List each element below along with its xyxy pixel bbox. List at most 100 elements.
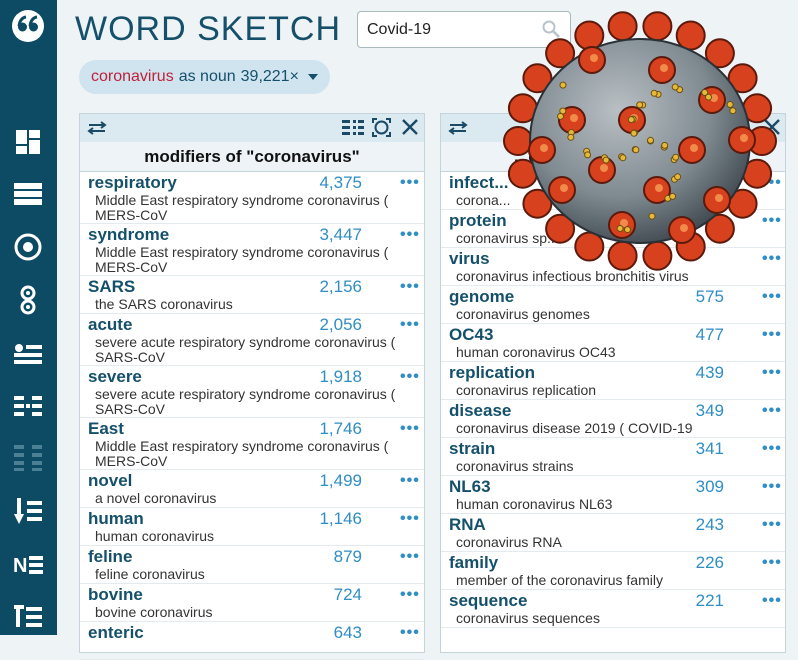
- collocate-word[interactable]: disease: [449, 400, 785, 421]
- virus-receptor: [730, 108, 736, 114]
- lemma-chip[interactable]: coronavirus as noun 39,221×: [79, 60, 330, 94]
- collocate-frequency[interactable]: 309: [654, 477, 724, 497]
- more-options-icon[interactable]: •••: [400, 278, 420, 296]
- more-options-icon[interactable]: •••: [400, 548, 420, 566]
- collocation-icon[interactable]: [10, 284, 46, 316]
- swap-icon[interactable]: [87, 121, 107, 140]
- collocate-frequency[interactable]: 1,499: [292, 471, 362, 491]
- collocate-word[interactable]: sequence: [449, 590, 785, 611]
- swap-icon[interactable]: [448, 121, 468, 140]
- collocate-frequency[interactable]: 1,146: [292, 509, 362, 529]
- columns-icon[interactable]: [342, 119, 364, 141]
- collocate-word[interactable]: human: [88, 508, 424, 529]
- collocate-frequency[interactable]: 243: [654, 515, 724, 535]
- logo-icon[interactable]: [10, 10, 46, 42]
- collocate-frequency[interactable]: 1,746: [292, 419, 362, 439]
- more-options-icon[interactable]: •••: [762, 554, 782, 572]
- collocate-frequency[interactable]: 879: [292, 547, 362, 567]
- more-options-icon[interactable]: •••: [762, 592, 782, 610]
- more-options-icon[interactable]: •••: [762, 288, 782, 306]
- collocate-word[interactable]: family: [449, 552, 785, 573]
- ngrams-icon[interactable]: N: [10, 548, 46, 580]
- more-options-icon[interactable]: •••: [400, 586, 420, 604]
- more-options-icon[interactable]: •••: [762, 402, 782, 420]
- collocate-frequency[interactable]: 2,056: [292, 315, 362, 335]
- collocate-word[interactable]: RNA: [449, 514, 785, 535]
- collocate-frequency[interactable]: 643: [292, 623, 362, 643]
- close-icon[interactable]: [401, 118, 419, 141]
- more-options-icon[interactable]: •••: [762, 326, 782, 344]
- maximize-icon[interactable]: [372, 118, 391, 142]
- collocate-word[interactable]: bovine: [88, 584, 424, 605]
- collocate-word[interactable]: SARS: [88, 276, 424, 297]
- collocate-word[interactable]: East: [88, 418, 424, 439]
- wordlist-icon[interactable]: [10, 495, 46, 527]
- collocate-word[interactable]: genome: [449, 286, 785, 307]
- collocate-word[interactable]: acute: [88, 314, 424, 335]
- collocate-frequency[interactable]: 575: [654, 287, 724, 307]
- collocate-word[interactable]: enteric: [88, 622, 424, 643]
- collocate-frequency[interactable]: 2,156: [292, 277, 362, 297]
- more-options-icon[interactable]: •••: [400, 472, 420, 490]
- more-options-icon[interactable]: •••: [762, 364, 782, 382]
- collocate-word[interactable]: strain: [449, 438, 785, 459]
- keywords-icon[interactable]: [10, 600, 46, 632]
- collocate-frequency[interactable]: 439: [654, 363, 724, 383]
- more-options-icon[interactable]: •••: [762, 516, 782, 534]
- dashboard-icon[interactable]: [10, 126, 46, 158]
- more-options-icon[interactable]: •••: [400, 226, 420, 244]
- more-options-icon[interactable]: •••: [400, 510, 420, 528]
- collocate-frequency[interactable]: 1,918: [292, 367, 362, 387]
- word-sketch-icon[interactable]: [10, 338, 46, 370]
- more-options-icon[interactable]: •••: [400, 316, 420, 334]
- collocate-word[interactable]: OC43: [449, 324, 785, 345]
- more-options-icon[interactable]: •••: [400, 368, 420, 386]
- list-icon[interactable]: [10, 178, 46, 210]
- more-options-icon[interactable]: •••: [762, 478, 782, 496]
- virus-spike: [504, 127, 532, 155]
- collocate-frequency[interactable]: 226: [654, 553, 724, 573]
- collocate-frequency[interactable]: 477: [654, 325, 724, 345]
- collocate-word[interactable]: syndrome: [88, 224, 424, 245]
- concordance-icon[interactable]: [10, 231, 46, 263]
- more-options-icon[interactable]: •••: [400, 624, 420, 642]
- more-options-icon[interactable]: •••: [762, 440, 782, 458]
- collocate-frequency[interactable]: 221: [654, 591, 724, 611]
- collocate-frequency[interactable]: 3,447: [292, 225, 362, 245]
- collocate-frequency[interactable]: 724: [292, 585, 362, 605]
- collocate-word[interactable]: severe: [88, 366, 424, 387]
- virus-receptor: [673, 154, 679, 160]
- collocate-frequency[interactable]: 341: [654, 439, 724, 459]
- collocate-word[interactable]: NL63: [449, 476, 785, 497]
- collocate-word[interactable]: respiratory: [88, 172, 424, 193]
- collocate-frequency[interactable]: 349: [654, 401, 724, 421]
- more-options-icon[interactable]: •••: [400, 174, 420, 192]
- collocate-frequency[interactable]: 4,375: [292, 173, 362, 193]
- virus-receptor: [702, 90, 708, 96]
- collocate-word[interactable]: replication: [449, 362, 785, 383]
- more-options-icon[interactable]: •••: [400, 420, 420, 438]
- sketch-diff-icon[interactable]: [10, 390, 46, 422]
- collocate-word[interactable]: feline: [88, 546, 424, 567]
- collocate-word[interactable]: novel: [88, 470, 424, 491]
